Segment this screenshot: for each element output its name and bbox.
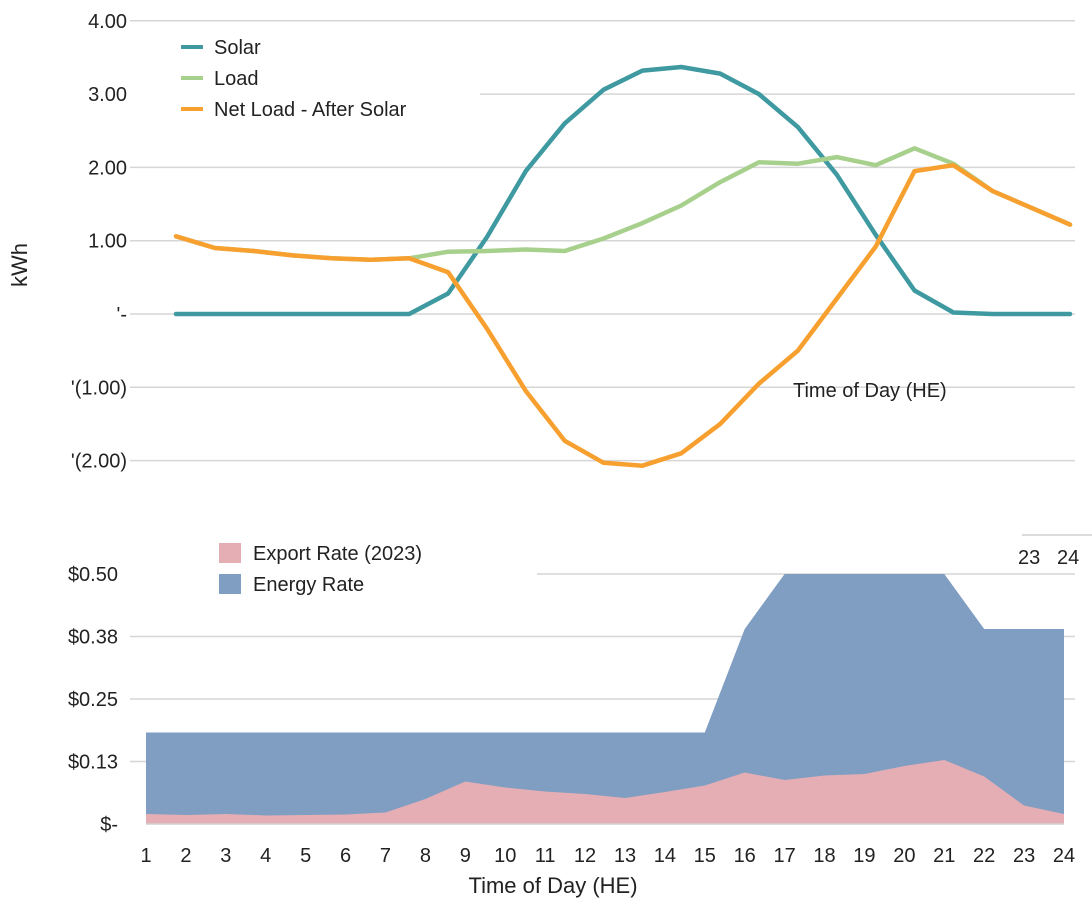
series-area-export-rate-2023-: [146, 760, 1064, 824]
legend-label: Solar: [214, 37, 261, 59]
bottom-x-tick-label: 13: [614, 845, 636, 867]
series-area-energy-rate: [146, 574, 1064, 824]
floating-axis-label: Time of Day (HE): [793, 380, 947, 402]
bottom-x-tick-label: 7: [380, 845, 391, 867]
bottom-y-tick-label: $0.13: [68, 752, 118, 774]
bottom-x-tick-label: 11: [535, 845, 556, 867]
bottom-chart-x-axis-title: Time of Day (HE): [468, 873, 637, 898]
bottom-y-tick-label: $-: [100, 814, 118, 836]
bottom-x-tick-label: 12: [574, 845, 596, 867]
top-y-tick-label: 1.00: [88, 231, 127, 253]
bottom-chart-series: [146, 574, 1064, 825]
top-y-tick-label: '(1.00): [71, 377, 127, 399]
bottom-y-tick-label: $0.50: [68, 564, 118, 586]
bottom-x-tick-label: 4: [260, 845, 271, 867]
bottom-x-tick-label: 3: [220, 845, 231, 867]
legend-swatch: [219, 574, 241, 594]
series-line-net-load-after-solar: [173, 162, 1073, 468]
top-chart-legend: Solar Load Net Load - After Solar: [181, 37, 407, 121]
legend-label: Net Load - After Solar: [214, 99, 407, 121]
bottom-chart-y-axis: $0.50 $0.38 $0.25 $0.13 $-: [68, 564, 118, 836]
bottom-x-tick-label: 23: [1013, 845, 1035, 867]
bottom-x-tick-label: 20: [893, 845, 915, 867]
bottom-x-tick-label: 21: [933, 845, 955, 867]
bottom-x-tick-label: 17: [773, 845, 795, 867]
bottom-y-tick-label: $0.25: [68, 689, 118, 711]
series-line-load: [173, 146, 1073, 263]
bottom-x-tick-label: 16: [734, 845, 756, 867]
top-y-tick-label: 3.00: [88, 84, 127, 106]
bottom-x-tick-label: 22: [973, 845, 995, 867]
legend-label: Load: [214, 68, 259, 90]
legend-label: Energy Rate: [253, 574, 364, 596]
top-chart-series: [173, 64, 1073, 468]
bottom-chart-legend: Export Rate (2023) Energy Rate: [219, 543, 422, 596]
top-y-tick-label: '-: [117, 304, 127, 326]
bottom-x-tick-label: 6: [340, 845, 351, 867]
top-chart-y-axis-title: kWh: [7, 243, 32, 287]
bottom-x-tick-label: 14: [654, 845, 676, 867]
corner-tick-23: 23: [1018, 547, 1040, 569]
bottom-y-tick-label: $0.38: [68, 627, 118, 649]
bottom-x-tick-label: 2: [180, 845, 191, 867]
bottom-x-tick-label: 10: [494, 845, 516, 867]
corner-tick-24: 24: [1057, 547, 1079, 569]
top-y-tick-label: 4.00: [88, 11, 127, 33]
top-y-tick-label: '(2.00): [71, 451, 127, 473]
legend-label: Export Rate (2023): [253, 543, 422, 565]
bottom-x-tick-label: 24: [1053, 845, 1075, 867]
top-chart-y-axis: 4.00 3.00 2.00 1.00 '- '(1.00) '(2.00): [71, 11, 127, 473]
legend-swatch: [219, 543, 241, 563]
bottom-x-tick-label: 9: [460, 845, 471, 867]
bottom-x-tick-label: 19: [853, 845, 875, 867]
bottom-x-tick-label: 15: [694, 845, 716, 867]
bottom-x-tick-label: 1: [140, 845, 151, 867]
bottom-x-tick-label: 5: [300, 845, 311, 867]
series-line-solar: [173, 64, 1073, 317]
bottom-x-tick-label: 18: [813, 845, 835, 867]
bottom-chart-x-axis: 1 2 3 4 5 6 7 8 9 10 11 12 13 14 15 16 17 18 19 20 21 22 23 24: [140, 845, 1075, 867]
top-y-tick-label: 2.00: [88, 157, 127, 179]
bottom-x-tick-label: 8: [420, 845, 431, 867]
